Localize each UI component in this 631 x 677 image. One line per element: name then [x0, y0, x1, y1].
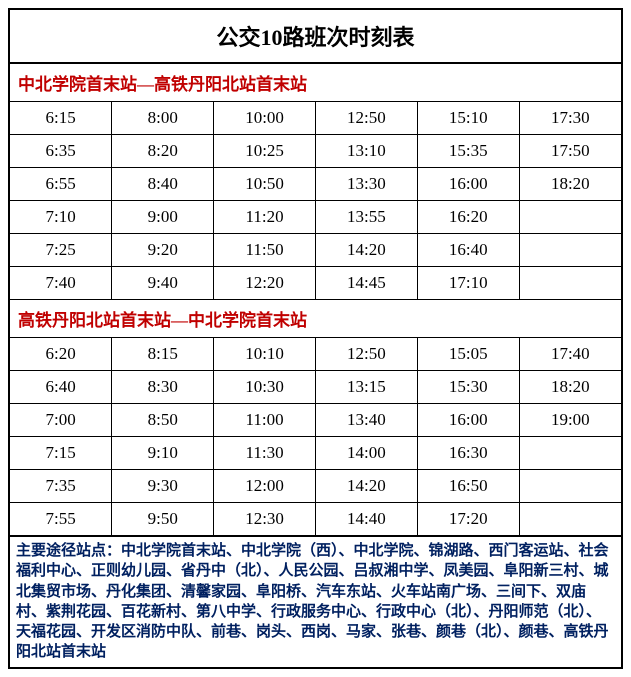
table-row: 7:008:5011:0013:4016:0019:00: [10, 404, 621, 437]
time-cell: 10:50: [214, 168, 316, 201]
time-cell: 6:40: [10, 371, 112, 404]
time-cell: 14:20: [315, 470, 417, 503]
time-cell: 15:05: [417, 338, 519, 371]
stops-text: 中北学院首末站、中北学院（西）、中北学院、锦湖路、西门客运站、社会福利中心、正则…: [16, 543, 609, 660]
time-cell: 17:40: [519, 338, 621, 371]
time-cell: 8:00: [112, 102, 214, 135]
time-cell: 7:00: [10, 404, 112, 437]
time-cell: 8:20: [112, 135, 214, 168]
stops-label: 主要途径站点：: [16, 543, 121, 559]
time-cell: 17:50: [519, 135, 621, 168]
time-cell: 18:20: [519, 168, 621, 201]
time-cell: 11:30: [214, 437, 316, 470]
time-cell: 9:10: [112, 437, 214, 470]
time-cell: 11:00: [214, 404, 316, 437]
table-row: 7:259:2011:5014:2016:40: [10, 234, 621, 267]
time-cell: 10:30: [214, 371, 316, 404]
time-cell: 19:00: [519, 404, 621, 437]
time-cell: 11:50: [214, 234, 316, 267]
timetable-container: 公交10路班次时刻表 中北学院首末站—高铁丹阳北站首末站6:158:0010:0…: [8, 8, 623, 669]
table-row: 7:159:1011:3014:0016:30: [10, 437, 621, 470]
time-cell: [519, 470, 621, 503]
time-cell: 8:15: [112, 338, 214, 371]
time-cell: 7:15: [10, 437, 112, 470]
time-cell: 16:40: [417, 234, 519, 267]
time-cell: 9:30: [112, 470, 214, 503]
page-title: 公交10路班次时刻表: [10, 10, 621, 64]
time-cell: 12:50: [315, 102, 417, 135]
time-cell: [519, 503, 621, 536]
time-cell: 10:00: [214, 102, 316, 135]
time-cell: 16:00: [417, 168, 519, 201]
time-cell: 15:10: [417, 102, 519, 135]
section-header: 高铁丹阳北站首末站—中北学院首末站: [10, 299, 621, 338]
time-cell: 7:10: [10, 201, 112, 234]
time-cell: 13:30: [315, 168, 417, 201]
time-cell: 7:40: [10, 267, 112, 300]
time-cell: 16:50: [417, 470, 519, 503]
time-cell: 6:20: [10, 338, 112, 371]
schedule-table: 6:158:0010:0012:5015:1017:306:358:2010:2…: [10, 102, 621, 299]
time-cell: 17:30: [519, 102, 621, 135]
time-cell: 13:10: [315, 135, 417, 168]
time-cell: 13:40: [315, 404, 417, 437]
table-row: 6:408:3010:3013:1515:3018:20: [10, 371, 621, 404]
time-cell: 12:20: [214, 267, 316, 300]
time-cell: 13:15: [315, 371, 417, 404]
time-cell: [519, 201, 621, 234]
time-cell: 12:50: [315, 338, 417, 371]
time-cell: 8:40: [112, 168, 214, 201]
time-cell: 8:50: [112, 404, 214, 437]
table-row: 6:358:2010:2513:1015:3517:50: [10, 135, 621, 168]
section-header: 中北学院首末站—高铁丹阳北站首末站: [10, 64, 621, 102]
time-cell: [519, 437, 621, 470]
time-cell: 7:25: [10, 234, 112, 267]
time-cell: 6:15: [10, 102, 112, 135]
time-cell: [519, 267, 621, 300]
stops-block: 主要途径站点：中北学院首末站、中北学院（西）、中北学院、锦湖路、西门客运站、社会…: [10, 535, 621, 667]
time-cell: 6:55: [10, 168, 112, 201]
table-row: 7:109:0011:2013:5516:20: [10, 201, 621, 234]
time-cell: 7:55: [10, 503, 112, 536]
time-cell: 14:20: [315, 234, 417, 267]
schedule-table: 6:208:1510:1012:5015:0517:406:408:3010:3…: [10, 338, 621, 535]
time-cell: 9:50: [112, 503, 214, 536]
time-cell: 13:55: [315, 201, 417, 234]
time-cell: 9:20: [112, 234, 214, 267]
time-cell: 17:20: [417, 503, 519, 536]
table-row: 7:559:5012:3014:4017:20: [10, 503, 621, 536]
time-cell: 9:40: [112, 267, 214, 300]
time-cell: 11:20: [214, 201, 316, 234]
time-cell: 16:00: [417, 404, 519, 437]
table-row: 6:558:4010:5013:3016:0018:20: [10, 168, 621, 201]
time-cell: 16:20: [417, 201, 519, 234]
time-cell: 7:35: [10, 470, 112, 503]
time-cell: 10:25: [214, 135, 316, 168]
time-cell: 12:00: [214, 470, 316, 503]
time-cell: 12:30: [214, 503, 316, 536]
table-row: 6:208:1510:1012:5015:0517:40: [10, 338, 621, 371]
table-row: 6:158:0010:0012:5015:1017:30: [10, 102, 621, 135]
time-cell: 15:35: [417, 135, 519, 168]
time-cell: 16:30: [417, 437, 519, 470]
time-cell: 9:00: [112, 201, 214, 234]
time-cell: 14:00: [315, 437, 417, 470]
time-cell: 14:40: [315, 503, 417, 536]
time-cell: 6:35: [10, 135, 112, 168]
time-cell: 14:45: [315, 267, 417, 300]
table-row: 7:359:3012:0014:2016:50: [10, 470, 621, 503]
time-cell: 18:20: [519, 371, 621, 404]
time-cell: 15:30: [417, 371, 519, 404]
time-cell: 8:30: [112, 371, 214, 404]
table-row: 7:409:4012:2014:4517:10: [10, 267, 621, 300]
time-cell: 10:10: [214, 338, 316, 371]
time-cell: [519, 234, 621, 267]
time-cell: 17:10: [417, 267, 519, 300]
